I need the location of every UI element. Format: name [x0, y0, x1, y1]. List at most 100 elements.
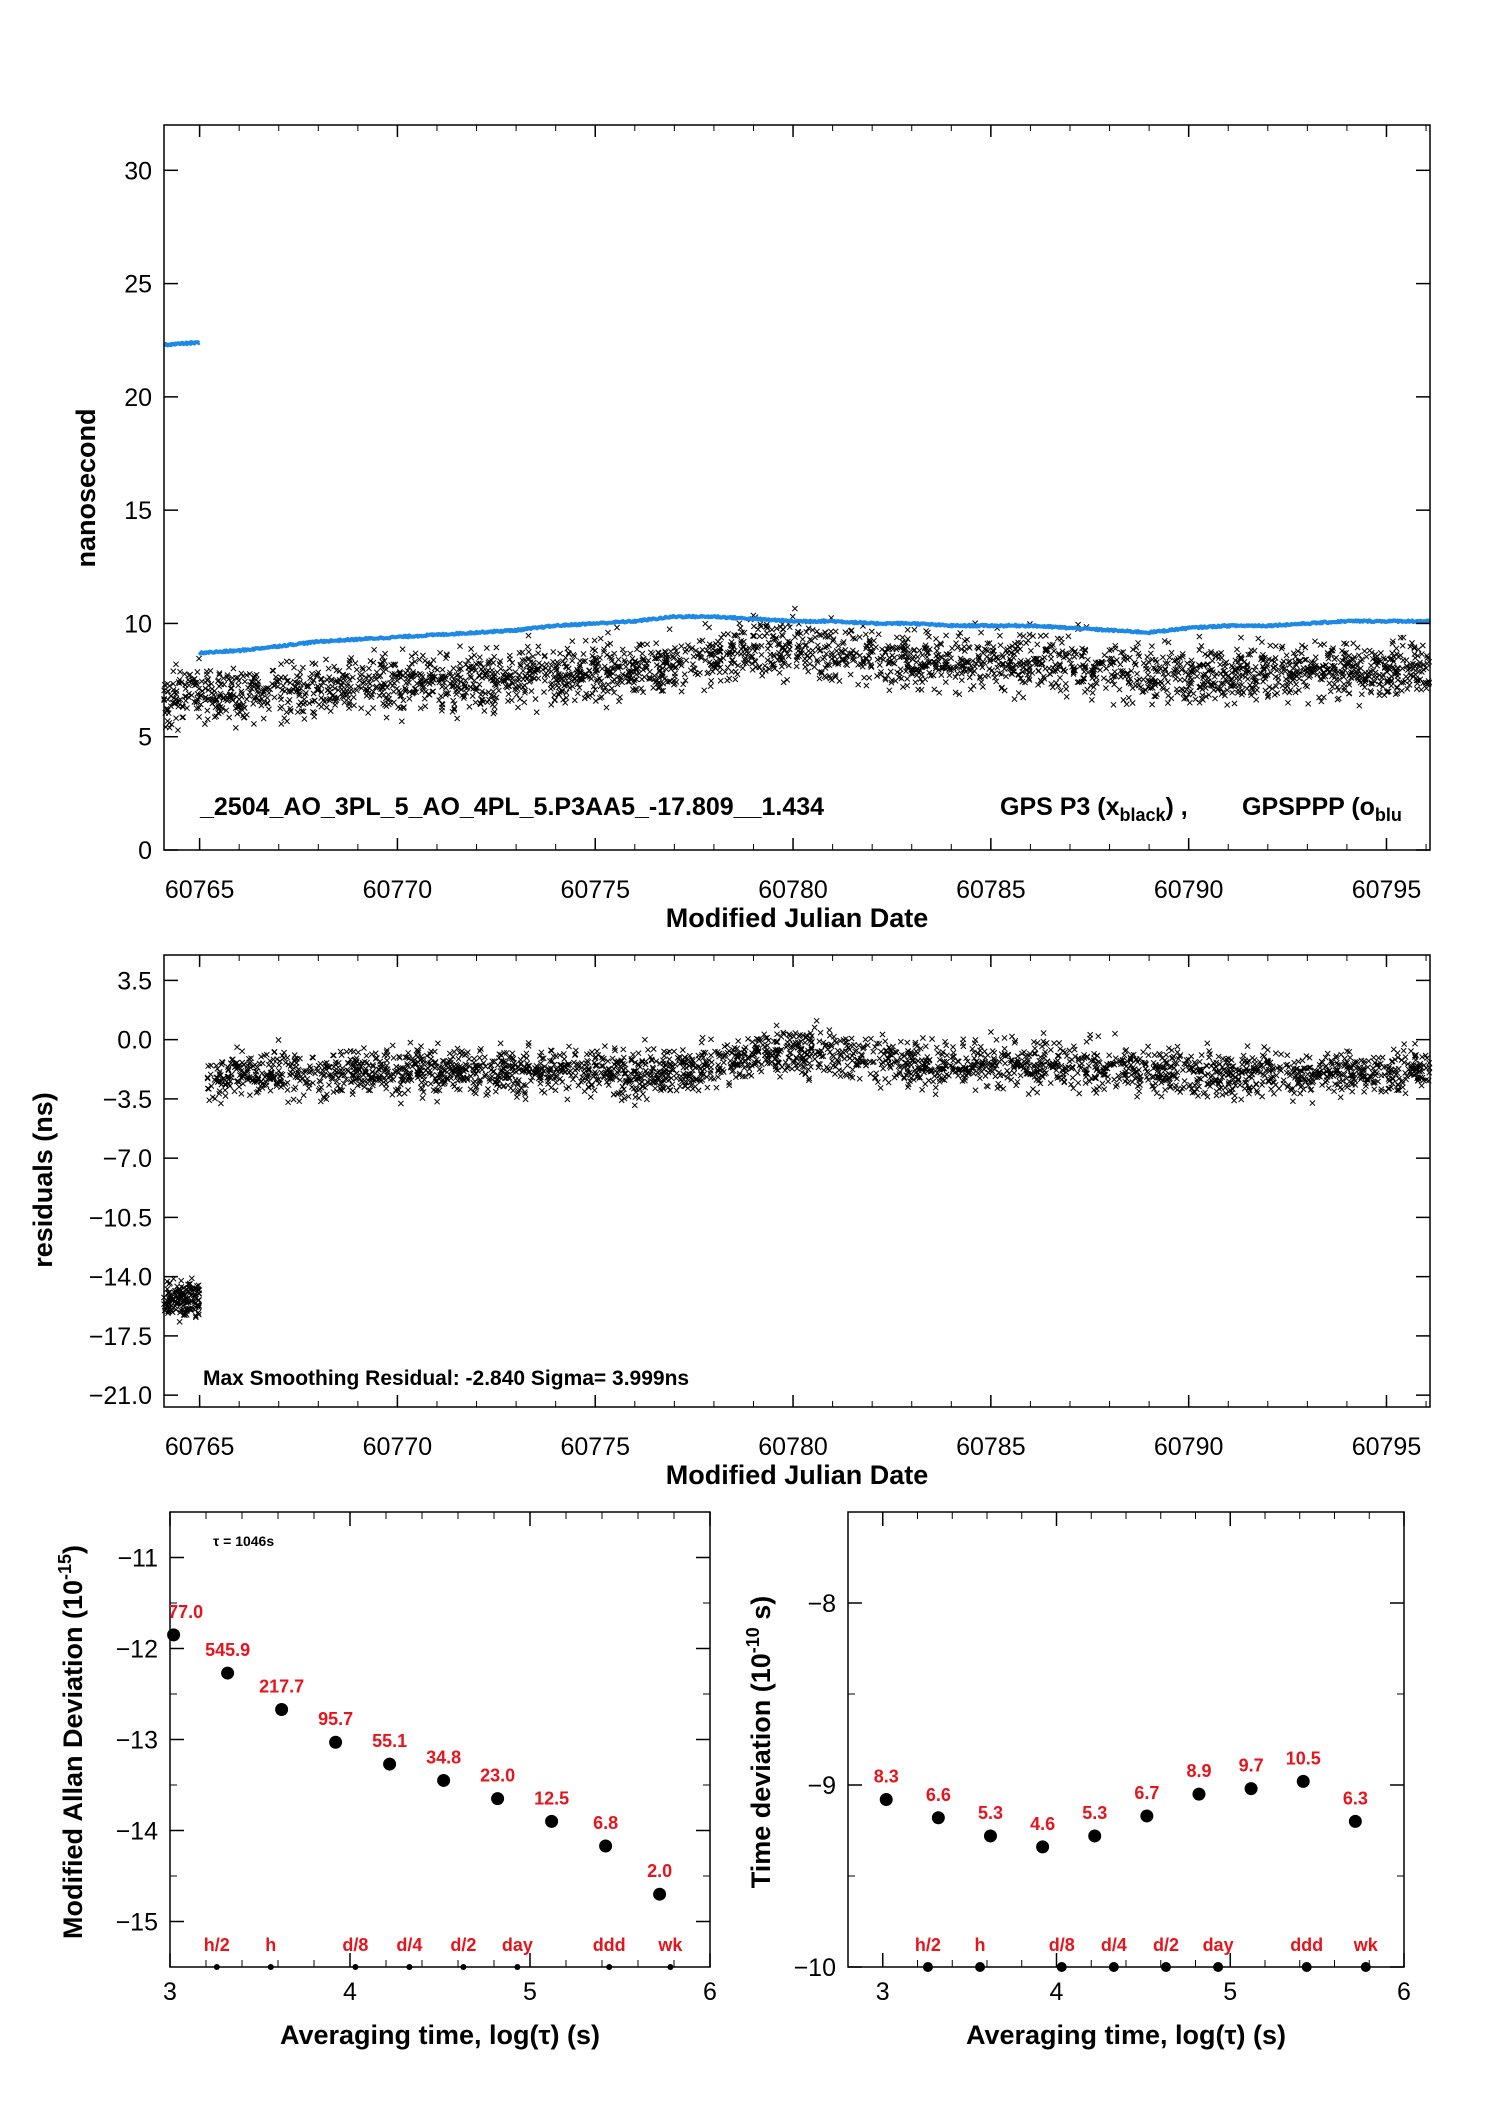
top-plot-frame — [163, 124, 1431, 851]
gps-p3-point — [551, 697, 558, 704]
residual-point — [467, 1086, 474, 1093]
gps-p3-point — [1363, 653, 1370, 660]
residual-point — [1095, 1033, 1102, 1040]
gps-p3-point — [371, 646, 378, 653]
gps-p3-point — [1116, 686, 1123, 693]
residual-point — [349, 1088, 356, 1095]
gps-p3-point — [736, 620, 743, 627]
gps-p3-point — [550, 648, 557, 655]
gps-p3-point — [685, 642, 691, 649]
gps-p3-point — [286, 696, 293, 703]
residual-point — [922, 1081, 929, 1087]
residual-point — [419, 1095, 426, 1101]
gps-p3-point — [1161, 637, 1168, 644]
gps-p3-point — [876, 662, 883, 668]
residual-point — [1401, 1041, 1408, 1048]
residual-point — [1389, 1058, 1396, 1065]
gps-p3-point — [1188, 657, 1195, 664]
gps-p3-point — [490, 710, 497, 717]
residual-point — [610, 1091, 617, 1098]
gps-p3-point — [533, 709, 540, 716]
gps-p3-point — [1035, 681, 1042, 688]
residual-point — [1253, 1081, 1260, 1088]
gps-p3-point — [794, 628, 801, 635]
gps-p3-point — [730, 643, 737, 650]
gps-p3-point — [880, 656, 887, 663]
residual-point — [1400, 1047, 1407, 1054]
gps-p3-point — [837, 653, 844, 660]
gps-p3-point — [780, 626, 787, 633]
gps-p3-point — [1110, 701, 1117, 708]
residual-point — [666, 1056, 673, 1063]
gps-p3-point — [1354, 644, 1361, 651]
gps-p3-point — [842, 629, 849, 636]
gps-p3-point — [1394, 685, 1400, 692]
gps-p3-point — [1253, 696, 1260, 703]
gps-p3-point — [1129, 685, 1136, 692]
gps-p3-point — [1301, 656, 1308, 663]
residual-point — [284, 1086, 291, 1093]
residual-point — [1075, 1079, 1082, 1086]
gps-p3-point — [662, 648, 668, 655]
gps-p3-point — [1079, 652, 1086, 659]
gps-p3-point — [302, 700, 309, 707]
gps-p3-point — [806, 660, 813, 667]
gps-p3-point — [1222, 663, 1228, 670]
gps-p3-point — [569, 657, 576, 664]
gps-p3-point — [365, 709, 372, 716]
gps-p3-point — [1327, 688, 1334, 695]
gps-p3-point — [1295, 687, 1302, 694]
gps-p3-point — [1407, 643, 1414, 650]
gps-p3-point — [872, 644, 879, 651]
gps-p3-point — [1292, 653, 1299, 660]
gps-p3-point — [1271, 691, 1278, 698]
gps-p3-point — [483, 645, 490, 651]
gps-p3-point — [271, 694, 278, 701]
gps-p3-point — [875, 631, 882, 638]
residual-point — [1101, 1086, 1108, 1093]
gps-p3-point — [1338, 668, 1345, 675]
residual-point — [704, 1084, 711, 1091]
gps-p3-point — [638, 676, 645, 683]
gps-p3-point — [301, 715, 308, 722]
gps-p3-point — [1053, 679, 1060, 686]
residual-point — [434, 1040, 441, 1047]
gps-p3-point — [1389, 650, 1396, 657]
gps-p3-point — [264, 694, 271, 701]
gps-p3-point — [318, 689, 325, 695]
gps-p3-point — [802, 663, 809, 670]
gps-p3-point — [454, 715, 461, 722]
gps-p3-point — [598, 694, 605, 700]
gps-p3-point — [389, 671, 395, 678]
gps-p3-point — [937, 640, 944, 647]
gps-p3-point — [563, 689, 570, 696]
gps-p3-point — [1348, 669, 1355, 675]
gps-p3-point — [1105, 678, 1112, 685]
gps-p3-point — [588, 675, 595, 682]
gps-p3-point — [1027, 647, 1034, 654]
gps-p3-point — [555, 684, 562, 691]
gps-p3-point — [588, 659, 595, 666]
gps-p3-point — [288, 658, 295, 665]
gps-p3-point — [749, 666, 756, 673]
gps-p3-point — [223, 707, 230, 714]
gps-p3-point — [196, 713, 203, 720]
gps-p3-point — [1152, 693, 1159, 700]
residual-point — [282, 1059, 289, 1066]
residual-point — [550, 1053, 557, 1060]
gps-p3-point — [967, 686, 974, 693]
gps-p3-point — [278, 674, 284, 681]
gps-p3-point — [1382, 656, 1389, 663]
gps-p3-point — [887, 668, 894, 675]
gps-p3-point — [1400, 657, 1407, 664]
gps-p3-point — [1037, 633, 1044, 639]
top-x-axis: 60765 60770 60775 60780 60785 60790 60795 — [165, 125, 1427, 904]
gps-p3-point — [422, 688, 429, 695]
residual-point — [522, 1096, 529, 1103]
gps-p3-point — [243, 711, 250, 718]
gps-p3-point — [1231, 700, 1238, 707]
residual-point — [919, 1035, 926, 1041]
gps-p3-point — [402, 686, 409, 693]
residual-point — [553, 1053, 560, 1060]
gps-p3-point — [574, 690, 581, 697]
